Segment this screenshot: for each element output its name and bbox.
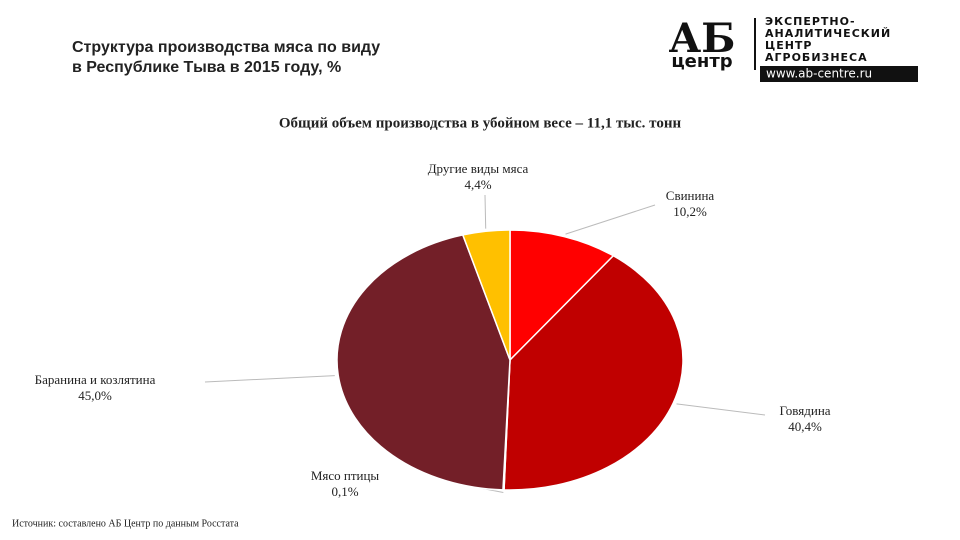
pie-slice [461,229,511,361]
logo-url: www.ab-centre.ru [766,67,872,81]
source: Источник: составлено АБ Центр по данным … [12,518,239,529]
leader-line [676,403,766,416]
logo-text: ЭКСПЕРТНО- [765,15,856,28]
slice-value: 40,4% [788,419,822,434]
slice-label: Свинина [666,188,715,203]
header-title: Структура производства мяса по виду [72,39,380,56]
leader-line [565,204,656,235]
logo-mark: АБ [669,15,736,62]
slice-value: 4,4% [464,177,491,192]
pie-slice [336,234,511,491]
pie-slice [509,229,615,362]
header-title: в Республике Тыва в 2015 году, % [72,59,341,76]
pie-slice [503,254,684,491]
logo-text: АНАЛИТИЧЕСКИЙ [765,27,891,40]
leader-line [484,194,487,229]
logo-text: ЦЕНТР [765,39,813,52]
logo-text: АГРОБИЗНЕСА [765,51,868,64]
slice-label: Говядина [779,403,830,418]
slice-value: 10,2% [673,204,707,219]
slice-label: Мясо птицы [311,468,380,483]
slice-label: Другие виды мяса [428,161,529,176]
logo-sub: центр [671,51,732,72]
slice-value: 0,1% [331,484,358,499]
leader-line [204,375,335,383]
slice-value: 45,0% [78,388,112,403]
chart-title: Общий объем производства в убойном весе … [279,115,682,131]
logo-bar [760,66,918,82]
slice-label: Баранина и козлятина [35,372,156,387]
